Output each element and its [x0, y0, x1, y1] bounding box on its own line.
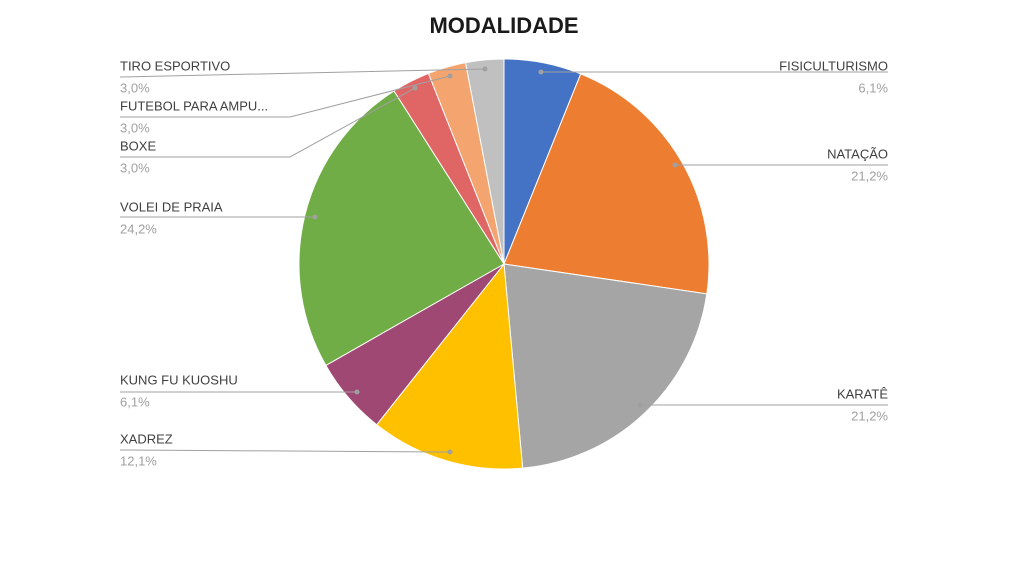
- pie-slice: [503, 263, 708, 469]
- pie-slice: [464, 58, 505, 265]
- category-label: TIRO ESPORTIVO: [120, 58, 230, 73]
- leader-dot: [412, 85, 418, 91]
- pie-slice: [298, 90, 505, 367]
- pie-slice: [503, 73, 710, 295]
- leader-dot: [637, 402, 643, 408]
- leader-line: [119, 68, 486, 78]
- category-label: KARATÊ: [837, 386, 888, 401]
- chart-title: MODALIDADE: [429, 13, 578, 38]
- leader-dot: [447, 449, 453, 455]
- leader-dot: [482, 66, 488, 72]
- leader-dot: [447, 73, 453, 79]
- category-label: BOXE: [120, 138, 156, 153]
- category-label: KUNG FU KUOSHU: [120, 372, 238, 387]
- category-label: NATAÇÃO: [827, 146, 888, 161]
- leader-dot: [354, 389, 360, 395]
- value-label: 21,2%: [851, 408, 888, 423]
- leader-dot: [538, 69, 544, 75]
- value-label: 3,0%: [120, 160, 150, 175]
- pie-slice: [376, 262, 524, 470]
- category-label: FISICULTURISMO: [779, 58, 888, 73]
- value-label: 21,2%: [851, 168, 888, 183]
- category-label: VOLEI DE PRAIA: [120, 199, 223, 214]
- value-label: 6,1%: [120, 394, 150, 409]
- category-label: FUTEBOL PARA AMPU...: [120, 98, 268, 113]
- leader-line: [119, 449, 451, 453]
- value-label: 6,1%: [858, 80, 888, 95]
- leader-line: [120, 75, 451, 118]
- value-label: 3,0%: [120, 80, 150, 95]
- leader-line: [120, 87, 416, 158]
- value-label: 3,0%: [120, 120, 150, 135]
- value-label: 12,1%: [120, 453, 157, 468]
- leader-dot: [672, 162, 678, 168]
- leader-dot: [312, 214, 318, 220]
- category-label: XADREZ: [120, 431, 173, 446]
- value-label: 24,2%: [120, 221, 157, 236]
